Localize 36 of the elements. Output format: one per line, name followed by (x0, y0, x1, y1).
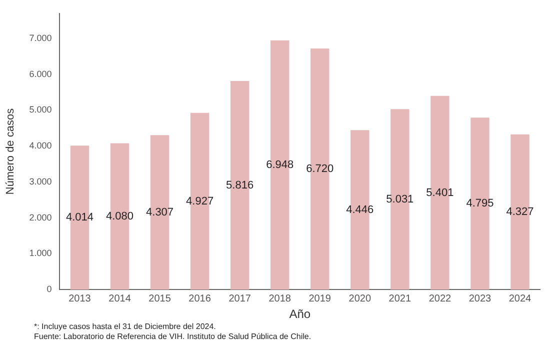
y-tick-label: 2.000 (29, 212, 52, 222)
x-tick-label: 2024 (508, 293, 532, 304)
data-label: 4.327 (506, 206, 534, 218)
y-tick-label: 7.000 (29, 32, 52, 43)
data-label: 5.816 (226, 179, 254, 192)
x-tick-label: 2018 (268, 293, 292, 304)
data-label: 4.014 (66, 212, 94, 224)
y-tick-label: 6.000 (29, 68, 52, 79)
x-tick-label: 2014 (108, 293, 132, 304)
x-tick-label: 2019 (308, 293, 332, 304)
x-tick-label: 2013 (68, 293, 92, 304)
y-tick-label: 1.000 (29, 248, 52, 258)
x-tick-label: 2021 (388, 293, 412, 304)
x-tick-label: 2017 (228, 293, 252, 304)
data-label: 6.948 (266, 159, 294, 172)
x-tick-label: 2022 (428, 293, 452, 304)
data-label: 4.446 (346, 204, 374, 216)
y-tick-label: 4.000 (29, 140, 52, 151)
text: *: Incluye casos hasta el 31 de Diciembre del 2024. (34, 322, 217, 332)
y-tick-label: 0 (46, 284, 52, 294)
source-note: Fuente: Laboratorio de Referencia de VIH. Instituto de Salud Pública de Chile. (34, 332, 312, 342)
data-label: 5.401 (426, 186, 454, 199)
x-tick-label: 2020 (348, 293, 372, 304)
x-tick-label: 2015 (148, 293, 172, 304)
data-label: 6.720 (306, 163, 334, 176)
x-tick-label: 2023 (468, 293, 492, 304)
data-label: 4.080 (106, 210, 134, 222)
data-label: 4.927 (186, 195, 214, 208)
x-tick-label: 2016 (188, 293, 212, 304)
data-label: 4.795 (466, 198, 494, 210)
x-axis-title: Año (289, 307, 311, 322)
y-axis-title: Número de casos (4, 108, 17, 195)
data-label: 5.031 (386, 193, 414, 206)
y-tick-label: 5.000 (29, 104, 52, 115)
data-label: 4.307 (146, 206, 174, 218)
y-tick-label: 3.000 (29, 176, 52, 186)
